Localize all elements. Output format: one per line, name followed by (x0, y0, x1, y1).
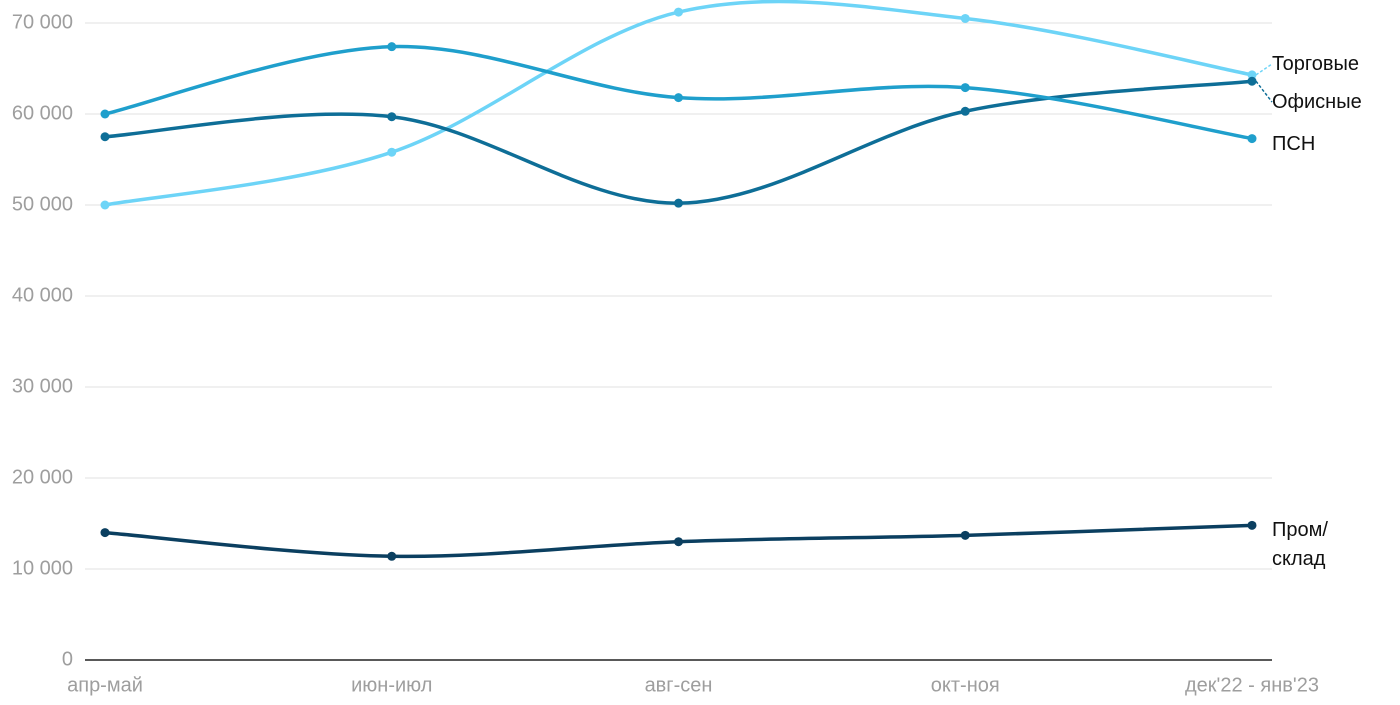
data-point (1247, 520, 1257, 530)
data-point (960, 106, 970, 116)
x-tick-label: авг-сен (645, 674, 713, 696)
label-leader (1255, 63, 1273, 76)
y-tick-label: 0 (62, 648, 73, 670)
series-line (104, 44, 1253, 141)
data-point (1247, 76, 1257, 86)
series-label: Пром/склад (1272, 519, 1328, 570)
data-point (1247, 70, 1257, 80)
x-tick-label: дек'22 - янв'23 (1185, 674, 1319, 696)
series-label: ПСН (1272, 133, 1316, 155)
y-tick-label: 40 000 (12, 284, 73, 306)
data-point (674, 7, 683, 17)
data-point (100, 528, 110, 538)
y-tick-label: 20 000 (12, 466, 73, 488)
data-point (387, 112, 397, 122)
data-point (100, 200, 110, 210)
y-tick-label: 70 000 (12, 11, 73, 33)
series-label: Офисные (1272, 91, 1362, 113)
y-tick-label: 10 000 (12, 557, 73, 579)
data-point (960, 13, 970, 23)
y-tick-label: 60 000 (12, 102, 73, 124)
data-point (960, 530, 970, 540)
y-tick-label: 30 000 (12, 375, 73, 397)
data-point (674, 537, 683, 547)
y-tick-label: 50 000 (12, 193, 73, 215)
x-tick-label: апр-май (67, 674, 143, 696)
x-tick-label: июн-июл (351, 674, 432, 696)
data-point (100, 132, 110, 142)
data-point (1247, 134, 1257, 144)
data-point (100, 109, 110, 119)
data-point (387, 42, 397, 52)
series-label: Торговые (1272, 53, 1360, 75)
data-point (674, 93, 683, 103)
data-point (387, 147, 397, 157)
data-point (674, 198, 683, 208)
label-leader (1255, 80, 1273, 103)
data-point (960, 83, 970, 93)
data-point (387, 551, 397, 561)
x-tick-label: окт-ноя (931, 674, 1000, 696)
